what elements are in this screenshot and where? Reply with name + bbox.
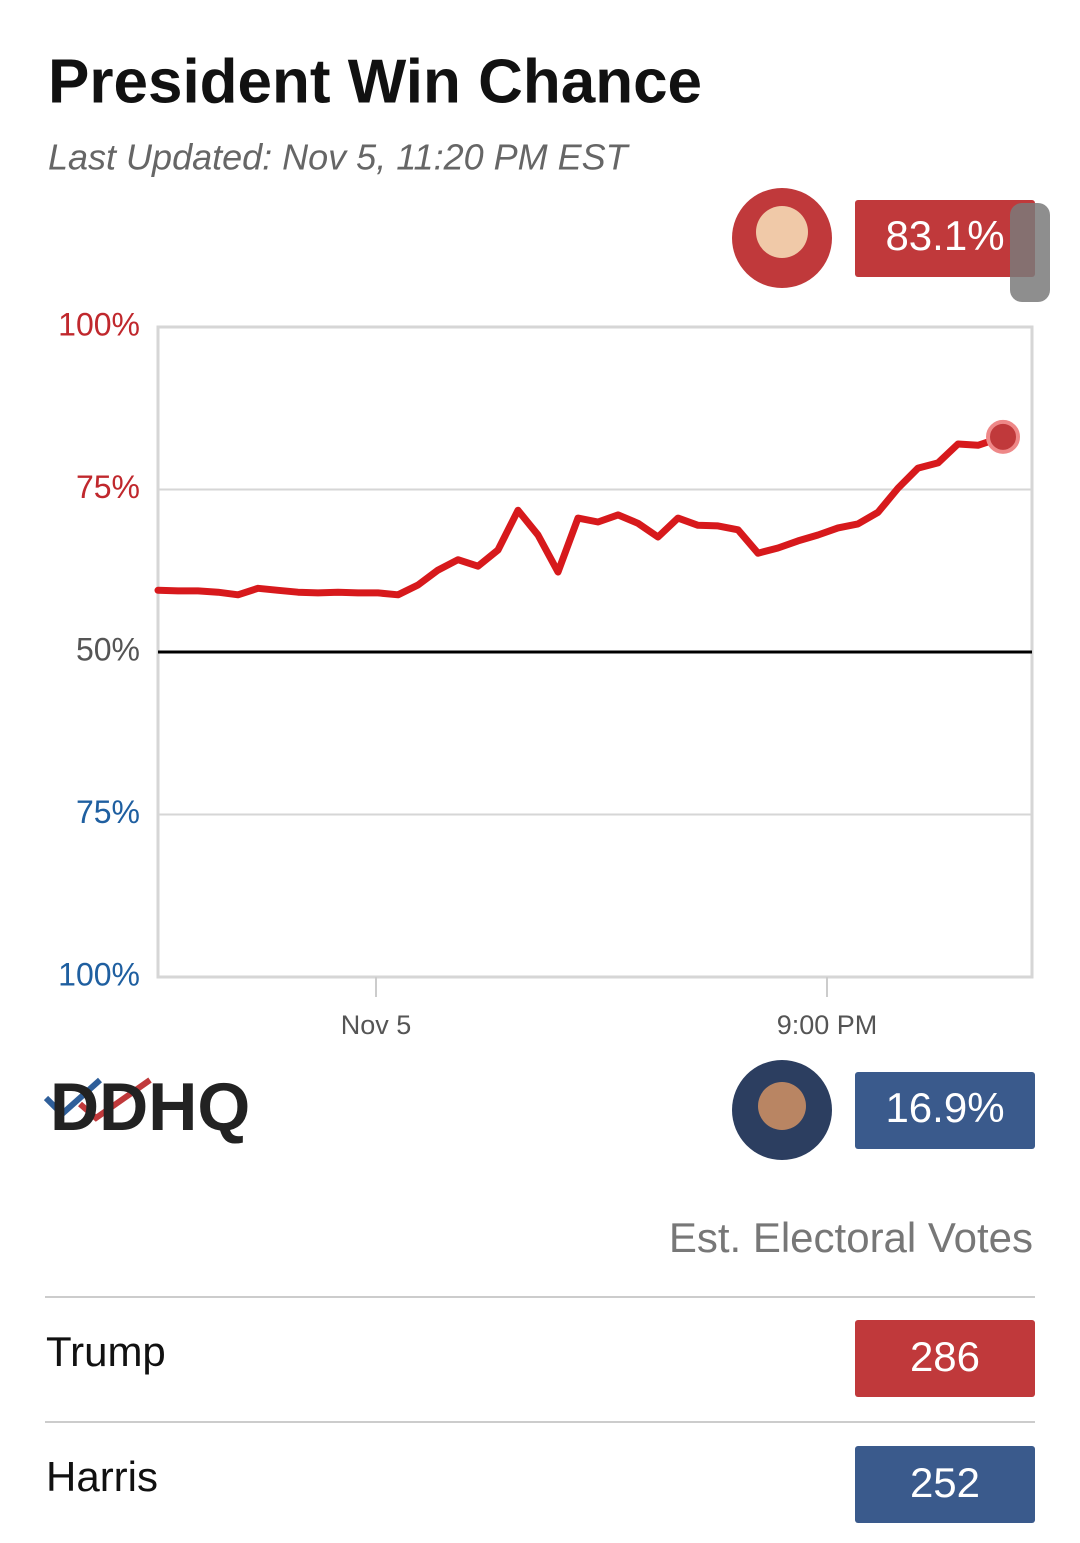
y-tick-label: 50% [76,631,140,667]
candidate-name: Trump [46,1328,166,1375]
line [154,433,1007,599]
harris-face [758,1082,806,1130]
harris-chance-box [855,1072,1035,1149]
scroll-handle[interactable] [1010,203,1050,302]
y-tick-label: 75% [76,794,140,830]
subtitle: Last Updated: Nov 5, 11:20 PM EST [48,137,631,178]
title: President Win Chance [48,47,702,116]
end-point [986,419,1020,454]
x-tick-label: Nov 5 [341,1010,412,1040]
ev-count: 252 [910,1459,980,1506]
trump-chance-box [855,200,1035,277]
ev-heading: Est. Electoral Votes [669,1214,1033,1261]
candidate-name: Harris [46,1453,158,1500]
y-tick-label: 100% [58,956,140,992]
harris-chance: 16.9% [885,1084,1004,1131]
y-tick-label: 100% [58,306,140,342]
ev-count: 286 [910,1333,980,1380]
ev-box [855,1320,1035,1397]
logo-mark [43,1077,152,1122]
chart: 100% 75% 50% 75% 100% Nov 5 9:00 PM [58,306,1034,1040]
x-tick-label: 9:00 PM [777,1010,878,1040]
ev-box [855,1446,1035,1523]
logo: DDHQ [50,1069,250,1145]
y-tick-label: 75% [76,469,140,505]
trump-chance: 83.1% [885,212,1004,259]
trump-face [756,206,808,258]
